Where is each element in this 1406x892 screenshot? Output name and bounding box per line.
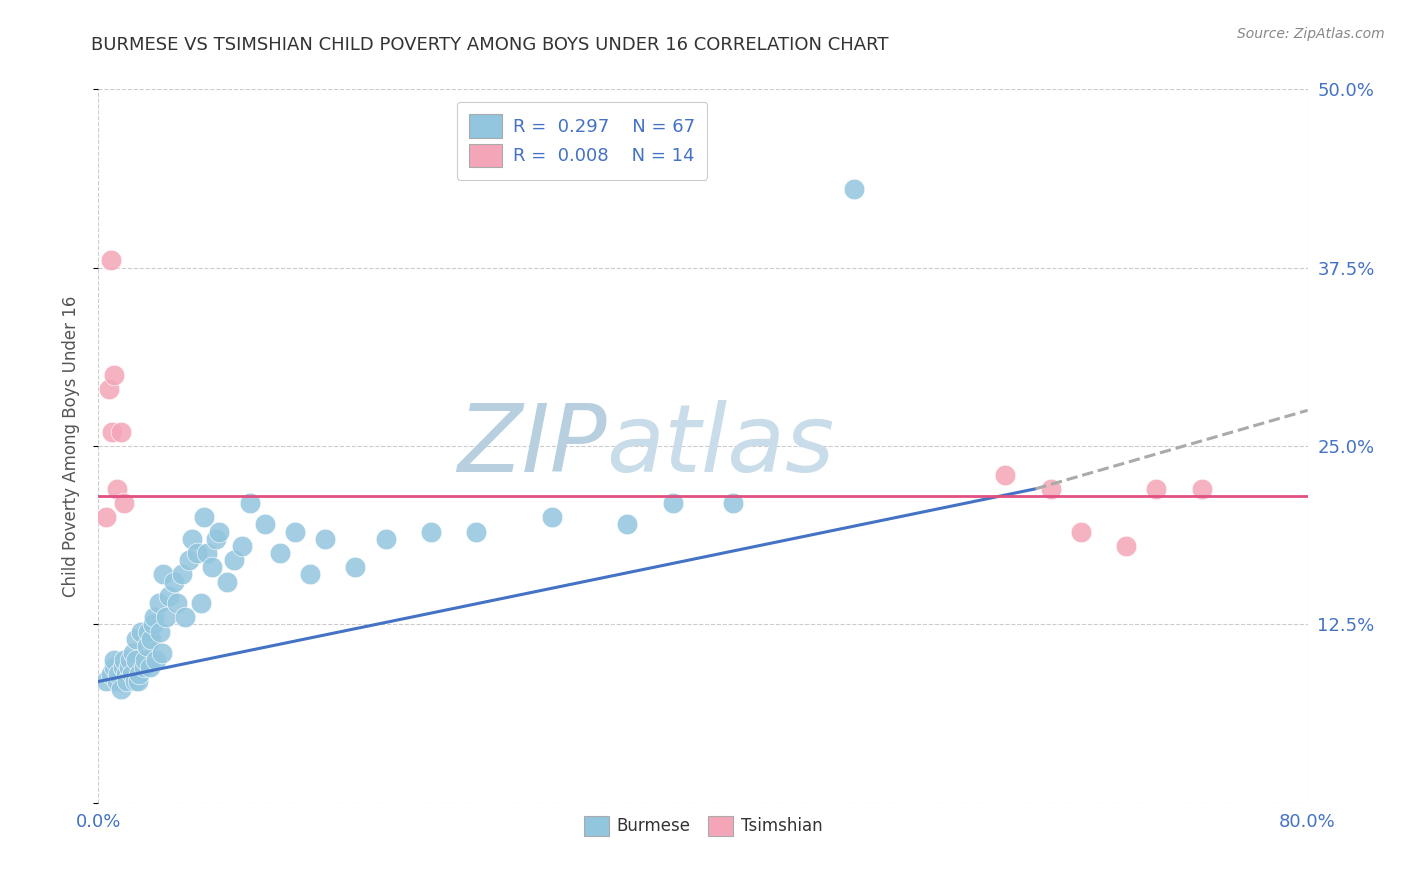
Point <box>239 496 262 510</box>
Point <box>540 510 562 524</box>
Point <box>103 368 125 382</box>
Point <box>205 532 228 546</box>
Point <box>1144 482 1167 496</box>
Point <box>110 425 132 439</box>
Point <box>107 667 129 681</box>
Point <box>118 660 141 674</box>
Point <box>100 253 122 268</box>
Point <box>1039 482 1062 496</box>
Text: Source: ZipAtlas.com: Source: ZipAtlas.com <box>1237 27 1385 41</box>
Point <box>127 674 149 689</box>
Point <box>186 546 208 560</box>
Point <box>115 674 138 689</box>
Point <box>149 624 172 639</box>
Point <box>128 667 150 681</box>
Point <box>136 624 159 639</box>
Point <box>145 653 167 667</box>
Point <box>142 617 165 632</box>
Point <box>994 467 1017 482</box>
Legend: Burmese, Tsimshian: Burmese, Tsimshian <box>575 807 831 845</box>
Point <box>101 425 124 439</box>
Point <box>122 646 145 660</box>
Point <box>616 517 638 532</box>
Point <box>132 660 155 674</box>
Point <box>152 567 174 582</box>
Point <box>253 517 276 532</box>
Point <box>121 667 143 681</box>
Point <box>105 674 128 689</box>
Point <box>148 596 170 610</box>
Point <box>110 681 132 696</box>
Point <box>181 532 204 546</box>
Point <box>374 532 396 546</box>
Point <box>1070 524 1092 539</box>
Point <box>159 589 181 603</box>
Point <box>124 674 146 689</box>
Point <box>420 524 443 539</box>
Point <box>723 496 745 510</box>
Point <box>269 546 291 560</box>
Point <box>201 560 224 574</box>
Y-axis label: Child Poverty Among Boys Under 16: Child Poverty Among Boys Under 16 <box>62 295 80 597</box>
Point <box>103 653 125 667</box>
Point <box>94 674 117 689</box>
Point <box>163 574 186 589</box>
Point <box>465 524 488 539</box>
Point <box>208 524 231 539</box>
Point <box>299 567 322 582</box>
Point <box>129 624 152 639</box>
Point <box>344 560 367 574</box>
Point <box>139 660 162 674</box>
Point <box>1115 539 1137 553</box>
Text: BURMESE VS TSIMSHIAN CHILD POVERTY AMONG BOYS UNDER 16 CORRELATION CHART: BURMESE VS TSIMSHIAN CHILD POVERTY AMONG… <box>91 36 889 54</box>
Point <box>231 539 253 553</box>
Point <box>150 646 173 660</box>
Point <box>190 596 212 610</box>
Point <box>215 574 238 589</box>
Point <box>661 496 683 510</box>
Point <box>120 653 142 667</box>
Text: ZIP: ZIP <box>457 401 606 491</box>
Point <box>135 639 157 653</box>
Point <box>284 524 307 539</box>
Point <box>100 667 122 681</box>
Point <box>105 482 128 496</box>
Point <box>125 632 148 646</box>
Point <box>114 667 136 681</box>
Point <box>103 660 125 674</box>
Point <box>179 553 201 567</box>
Point <box>98 382 121 396</box>
Point <box>1191 482 1213 496</box>
Point <box>125 653 148 667</box>
Point <box>155 610 177 624</box>
Point <box>193 510 215 524</box>
Point <box>111 660 134 674</box>
Point <box>170 567 193 582</box>
Text: atlas: atlas <box>606 401 835 491</box>
Point <box>143 610 166 624</box>
Point <box>112 653 135 667</box>
Point <box>112 496 135 510</box>
Point <box>314 532 336 546</box>
Point <box>141 632 163 646</box>
Point <box>195 546 218 560</box>
Point <box>844 182 866 196</box>
Point <box>134 653 156 667</box>
Point <box>166 596 188 610</box>
Point <box>224 553 246 567</box>
Point <box>173 610 195 624</box>
Point <box>94 510 117 524</box>
